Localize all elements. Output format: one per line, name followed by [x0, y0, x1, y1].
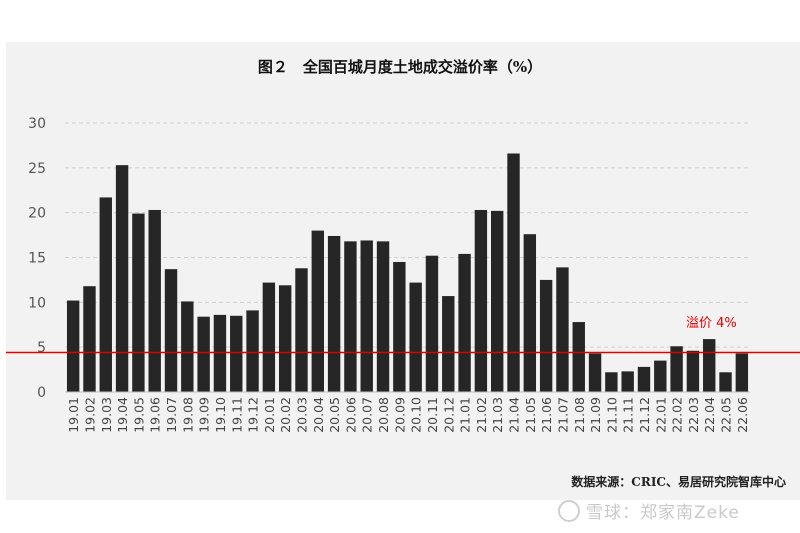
y-tick-label: 20: [28, 206, 46, 222]
x-tick-label: 20.02: [278, 397, 293, 433]
bar: [621, 371, 634, 392]
x-tick-label: 21.01: [458, 397, 473, 433]
x-tick-label: 19.12: [246, 397, 261, 433]
bar: [409, 282, 422, 392]
chart-panel: 0 5 10 15 20 25 30 19.01 19.02 19.03 19.04 19.05 19.…: [6, 42, 800, 500]
bar: [735, 353, 749, 392]
x-tick-label: 21.06: [539, 397, 554, 433]
bar: [376, 241, 390, 392]
x-tick-label: 20.09: [392, 397, 407, 433]
x-tick-label: 19.07: [164, 397, 179, 433]
bar: [425, 255, 439, 392]
x-tick-label: 20.03: [294, 397, 309, 433]
chart-title: 图２ 全国百城月度土地成交溢价率（%）: [257, 58, 543, 76]
x-tick-label: 21.04: [507, 397, 522, 433]
bar: [66, 300, 80, 392]
x-tick-label: 19.11: [229, 397, 244, 433]
bar: [686, 350, 700, 392]
x-tick-label: 20.07: [360, 397, 375, 433]
x-tick-label: 21.10: [604, 397, 619, 433]
bar: [213, 314, 227, 392]
bar: [99, 197, 112, 392]
x-tick-label: 20.01: [262, 397, 277, 433]
x-tick-label: 20.12: [441, 397, 456, 433]
bar: [327, 235, 341, 392]
bar: [507, 153, 520, 392]
y-tick-label: 15: [28, 251, 46, 267]
y-tick-label: 0: [37, 385, 46, 401]
x-tick-label: 20.05: [327, 397, 342, 433]
x-tick-label: 19.10: [213, 397, 228, 433]
bar: [197, 316, 210, 392]
x-tick-label: 20.11: [425, 397, 440, 433]
watermark: 雪球：郑家南Zeke: [558, 498, 740, 523]
x-tick-label: 20.10: [409, 397, 424, 433]
bar: [539, 279, 553, 392]
bar: [588, 353, 602, 392]
bar: [230, 315, 243, 392]
bar: [442, 296, 455, 392]
x-tick-label: 22.03: [686, 397, 701, 433]
x-tick-label: 21.03: [490, 397, 505, 433]
x-tick-label: 20.06: [343, 397, 358, 433]
x-tick-label: 22.01: [653, 397, 668, 433]
x-tick-label: 20.08: [376, 397, 391, 433]
x-tick-label: 19.08: [180, 397, 195, 433]
bar: [556, 267, 569, 392]
bar: [83, 286, 96, 392]
bar: [719, 372, 732, 392]
y-tick-label: 30: [28, 116, 46, 132]
x-tick-label: 19.02: [82, 397, 97, 433]
watermark-text: 雪球：郑家南Zeke: [586, 503, 740, 523]
x-tick-label: 22.02: [670, 397, 685, 433]
x-tick-label: 19.05: [131, 397, 146, 433]
bar: [670, 346, 683, 392]
bar: [605, 372, 618, 392]
bar: [278, 285, 292, 392]
bar: [311, 230, 324, 392]
x-tick-label: 22.04: [702, 397, 717, 433]
bar: [458, 253, 471, 392]
bar: [393, 261, 406, 392]
x-tick-label: 19.06: [148, 397, 163, 433]
x-tick-label: 20.04: [311, 397, 326, 433]
x-tick-label: 19.09: [197, 397, 212, 433]
bar: [181, 301, 194, 392]
bar: [262, 282, 276, 392]
y-tick-label: 5: [37, 340, 46, 356]
x-tick-label: 21.07: [555, 397, 570, 433]
x-tick-label: 19.03: [99, 397, 114, 433]
bar: [360, 240, 373, 392]
bar: [344, 241, 357, 392]
x-tick-label: 21.11: [621, 397, 636, 433]
x-tick-label: 21.09: [588, 397, 603, 433]
bar: [703, 339, 716, 392]
x-tick-label: 22.06: [735, 397, 750, 433]
x-tick-label: 19.04: [115, 397, 130, 433]
bar: [572, 322, 585, 392]
snowball-logo-icon: [558, 500, 580, 522]
bar: [523, 234, 537, 392]
bar: [148, 209, 161, 392]
bar: [246, 310, 259, 392]
y-tick-label: 10: [28, 295, 46, 311]
x-tick-label: 19.01: [66, 397, 81, 433]
x-tick-label: 21.08: [572, 397, 587, 433]
bar: [491, 210, 504, 392]
bar: [164, 269, 178, 392]
bar: [654, 360, 667, 392]
data-source: 数据来源：CRIC、易居研究院智库中心: [571, 475, 786, 489]
x-tick-label: 21.05: [523, 397, 538, 433]
bar: [474, 209, 488, 392]
x-tick-label: 22.05: [719, 397, 734, 433]
x-tick-label: 21.12: [637, 397, 652, 433]
x-tick-label: 21.02: [474, 397, 489, 433]
y-tick-label: 25: [28, 161, 46, 177]
bar: [637, 366, 651, 392]
bar: [132, 213, 145, 392]
bar: [295, 268, 308, 392]
reference-line-label: 溢价 4%: [686, 316, 737, 331]
bar: [115, 165, 129, 392]
